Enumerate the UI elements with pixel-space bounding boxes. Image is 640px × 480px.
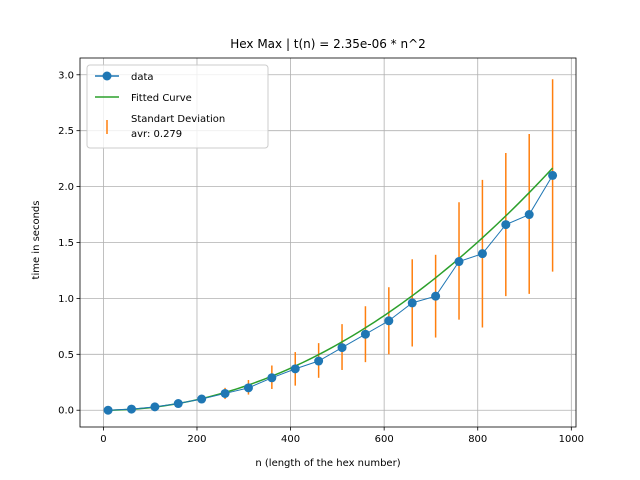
- y-tick-label: 0.0: [58, 406, 74, 417]
- axes: 0 200 400 600 800 1000 0.0 0.5 1.0 1.5 2.0 2.5 3.0: [58, 57, 584, 445]
- x-axis-label: n (length of the hex number): [255, 458, 400, 469]
- data-point: [360, 329, 370, 339]
- data-point: [314, 356, 324, 366]
- data-point: [548, 170, 558, 180]
- y-tick-label: 0.5: [58, 350, 74, 361]
- data-point: [501, 220, 511, 230]
- data-point: [290, 364, 300, 374]
- data-point: [220, 388, 230, 398]
- data-point: [267, 373, 277, 383]
- data-point: [431, 291, 441, 301]
- legend-data-marker-swatch: [102, 71, 112, 81]
- y-tick-label: 1.5: [58, 238, 74, 249]
- data-point: [103, 405, 113, 415]
- data-point: [524, 210, 534, 220]
- data-point: [197, 394, 207, 404]
- data-point: [243, 383, 253, 393]
- data-point: [126, 404, 136, 414]
- data-point: [173, 399, 183, 409]
- legend-box: [86, 64, 269, 149]
- x-tick-label: 600: [375, 434, 394, 445]
- data-point: [337, 343, 347, 353]
- legend-errorbar-label: Standart Deviation: [131, 114, 225, 125]
- y-tick-label: 2.0: [58, 182, 74, 193]
- legend: data Fitted Curve Standart Deviation avr…: [86, 64, 269, 149]
- data-point: [407, 298, 417, 308]
- data-point: [150, 402, 160, 412]
- data-series-layer: [103, 170, 558, 415]
- legend-fit-label: Fitted Curve: [131, 93, 192, 104]
- legend-errorbar-avg: avr: 0.279: [131, 129, 182, 140]
- x-tick-label: 800: [468, 434, 487, 445]
- x-tick-label: 200: [187, 434, 206, 445]
- data-point: [384, 316, 394, 326]
- y-tick-label: 3.0: [58, 70, 74, 81]
- y-tick-label: 2.5: [58, 126, 74, 137]
- grid: [80, 58, 576, 427]
- data-point: [454, 257, 464, 267]
- data-point: [477, 249, 487, 259]
- y-tick-label: 1.0: [58, 294, 74, 305]
- x-tick-label: 400: [281, 434, 300, 445]
- x-tick-label: 1000: [559, 434, 584, 445]
- legend-data-label: data: [131, 72, 154, 83]
- chart-title: Hex Max | t(n) = 2.35e-06 * n^2: [230, 37, 426, 51]
- x-tick-label: 0: [100, 434, 106, 445]
- plot-frame: [79, 57, 577, 428]
- y-axis-label: time in seconds: [31, 201, 42, 280]
